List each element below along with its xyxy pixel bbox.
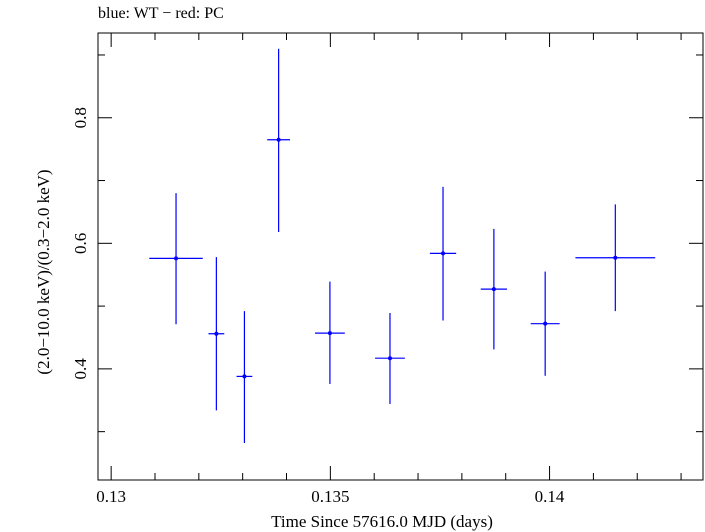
x-axis-label: Time Since 57616.0 MJD (days): [271, 512, 493, 531]
y-axis-label: (2.0−10.0 keV)/(0.3−2.0 keV): [34, 169, 53, 374]
data-point: [480, 228, 508, 350]
x-axis-ticks: 0.13 0.135 0.14: [96, 33, 682, 506]
data-marker: [441, 251, 446, 256]
y-tick-label: 0.8: [71, 107, 90, 128]
data-marker: [242, 374, 247, 379]
x-tick-label: 0.14: [535, 487, 565, 506]
y-tick-label: 0.4: [71, 358, 90, 380]
data-marker: [327, 331, 332, 336]
x-tick-label: 0.13: [96, 487, 126, 506]
y-tick-label: 0.6: [71, 233, 90, 254]
data-marker: [276, 137, 281, 142]
plot-border: [97, 32, 704, 481]
data-marker: [543, 321, 548, 326]
data-marker: [214, 331, 219, 336]
chart-title: blue: WT − red: PC: [98, 5, 224, 22]
data-point: [530, 271, 560, 376]
x-tick-label: 0.135: [311, 487, 349, 506]
data-point: [375, 313, 405, 405]
data-point: [267, 48, 291, 233]
data-marker: [387, 356, 392, 361]
data-point: [208, 257, 225, 411]
data-point: [236, 311, 253, 443]
plot-frame: [97, 32, 704, 481]
data-point: [315, 281, 345, 384]
data-point: [429, 186, 457, 321]
data-point: [575, 204, 656, 312]
y-axis-ticks: 0.4 0.6 0.8: [71, 54, 703, 433]
data-marker: [491, 287, 496, 292]
data-marker: [174, 256, 179, 261]
data-marker: [613, 255, 618, 260]
data-point: [149, 193, 203, 325]
data-points: [149, 48, 656, 443]
